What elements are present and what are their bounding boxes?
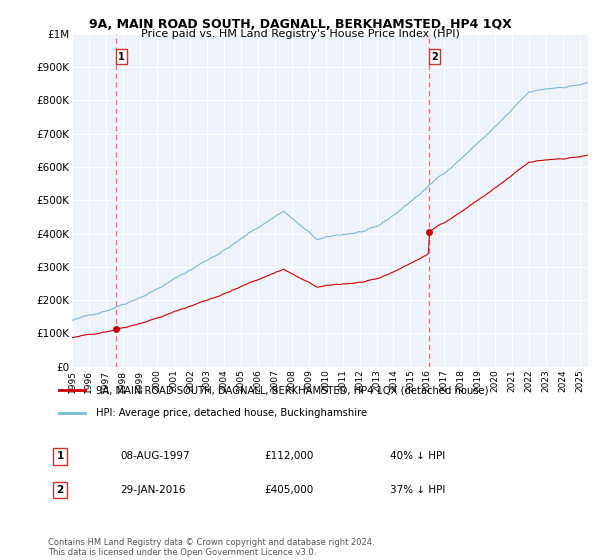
Text: £112,000: £112,000 <box>264 451 313 461</box>
Text: £405,000: £405,000 <box>264 485 313 495</box>
Text: 37% ↓ HPI: 37% ↓ HPI <box>390 485 445 495</box>
Text: 29-JAN-2016: 29-JAN-2016 <box>120 485 185 495</box>
Text: 2: 2 <box>56 485 64 495</box>
Text: HPI: Average price, detached house, Buckinghamshire: HPI: Average price, detached house, Buck… <box>95 408 367 418</box>
Text: 1: 1 <box>56 451 64 461</box>
Text: 40% ↓ HPI: 40% ↓ HPI <box>390 451 445 461</box>
Text: 2: 2 <box>431 52 438 62</box>
Text: 9A, MAIN ROAD SOUTH, DAGNALL, BERKHAMSTED, HP4 1QX (detached house): 9A, MAIN ROAD SOUTH, DAGNALL, BERKHAMSTE… <box>95 385 488 395</box>
Text: Price paid vs. HM Land Registry's House Price Index (HPI): Price paid vs. HM Land Registry's House … <box>140 29 460 39</box>
Text: Contains HM Land Registry data © Crown copyright and database right 2024.
This d: Contains HM Land Registry data © Crown c… <box>48 538 374 557</box>
Text: 9A, MAIN ROAD SOUTH, DAGNALL, BERKHAMSTED, HP4 1QX: 9A, MAIN ROAD SOUTH, DAGNALL, BERKHAMSTE… <box>89 18 511 31</box>
Text: 1: 1 <box>118 52 125 62</box>
Text: 08-AUG-1997: 08-AUG-1997 <box>120 451 190 461</box>
